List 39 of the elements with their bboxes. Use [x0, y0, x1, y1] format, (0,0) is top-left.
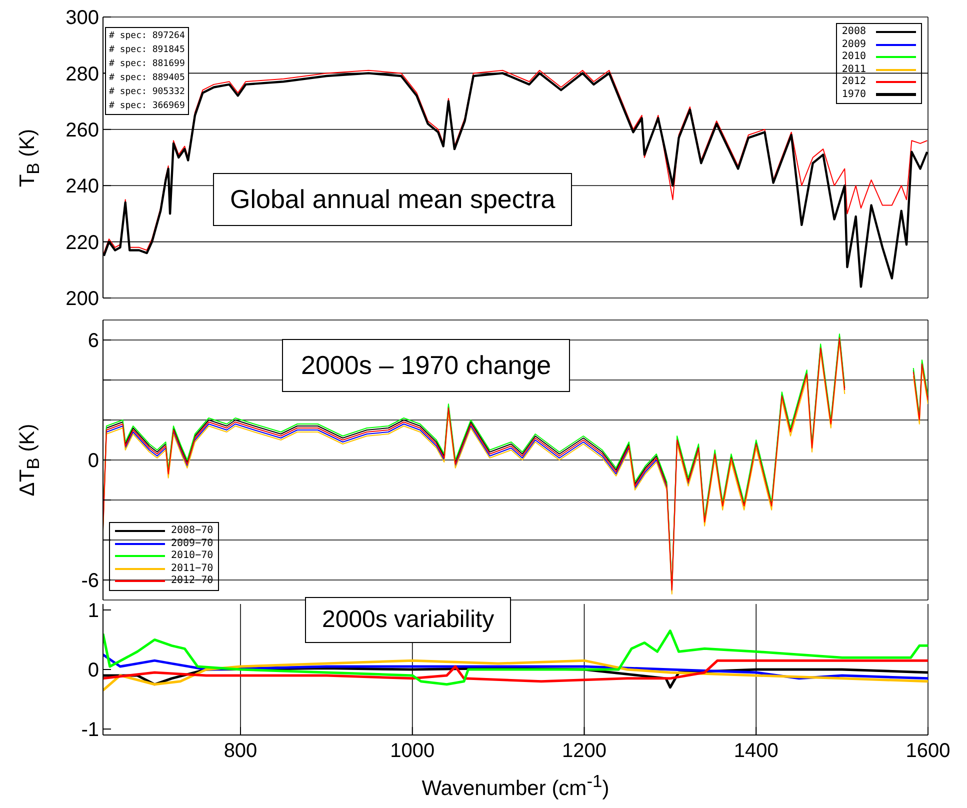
- annotation: # spec: 889405: [109, 72, 185, 85]
- annotation: # spec: 897264: [109, 30, 185, 43]
- y-tick-label: 6: [88, 330, 99, 352]
- y-tick-label: 220: [66, 232, 99, 254]
- x-tick-label: 800: [224, 740, 258, 762]
- legend-label: 2012: [842, 76, 866, 88]
- annotation: 2000s – 1970 change: [282, 339, 570, 392]
- line-series: [103, 659, 928, 683]
- y-tick-label: -6: [81, 570, 99, 592]
- annotation: Global annual mean spectra: [213, 173, 572, 226]
- x-tick-label: 1200: [562, 740, 606, 762]
- legend-label: 2011−70: [171, 562, 214, 575]
- annotation: # spec: 881699: [109, 58, 185, 71]
- legend-label: 2009: [842, 38, 866, 51]
- line-series: [103, 659, 928, 692]
- y-tick-label: 280: [66, 63, 99, 86]
- annotation: # spec: 905332: [109, 86, 185, 99]
- legend-label: 2011: [842, 64, 866, 76]
- y-tick-label: 260: [66, 120, 99, 142]
- y-tick-label: 240: [66, 176, 99, 198]
- annotation: # spec: 366969: [109, 100, 185, 113]
- annotation: 2000s variability: [305, 597, 512, 643]
- y-tick-label: 300: [66, 7, 99, 30]
- legend-label: 2008: [842, 26, 866, 38]
- y-tick-label: 1: [88, 600, 99, 622]
- legend-label: 2010: [842, 51, 866, 64]
- x-tick-label: 1000: [390, 740, 435, 762]
- y-tick-label: 0: [88, 660, 99, 682]
- y-tick-label: 0: [88, 450, 99, 472]
- x-axis-title: Wavenumber (cm$^{-1}$): [422, 771, 610, 801]
- x-tick-label: 1600: [906, 740, 950, 762]
- x-tick-label: 1400: [734, 740, 778, 762]
- legend-label: 2010−70: [171, 550, 214, 562]
- annotation: # spec: 891845: [109, 44, 185, 57]
- legend-label: 1970: [842, 88, 866, 101]
- legend-label: 2009−70: [171, 538, 214, 550]
- legend-label: 2008−70: [171, 525, 214, 538]
- y-tick-label: 200: [66, 288, 99, 310]
- y-tick-label: -1: [81, 719, 99, 742]
